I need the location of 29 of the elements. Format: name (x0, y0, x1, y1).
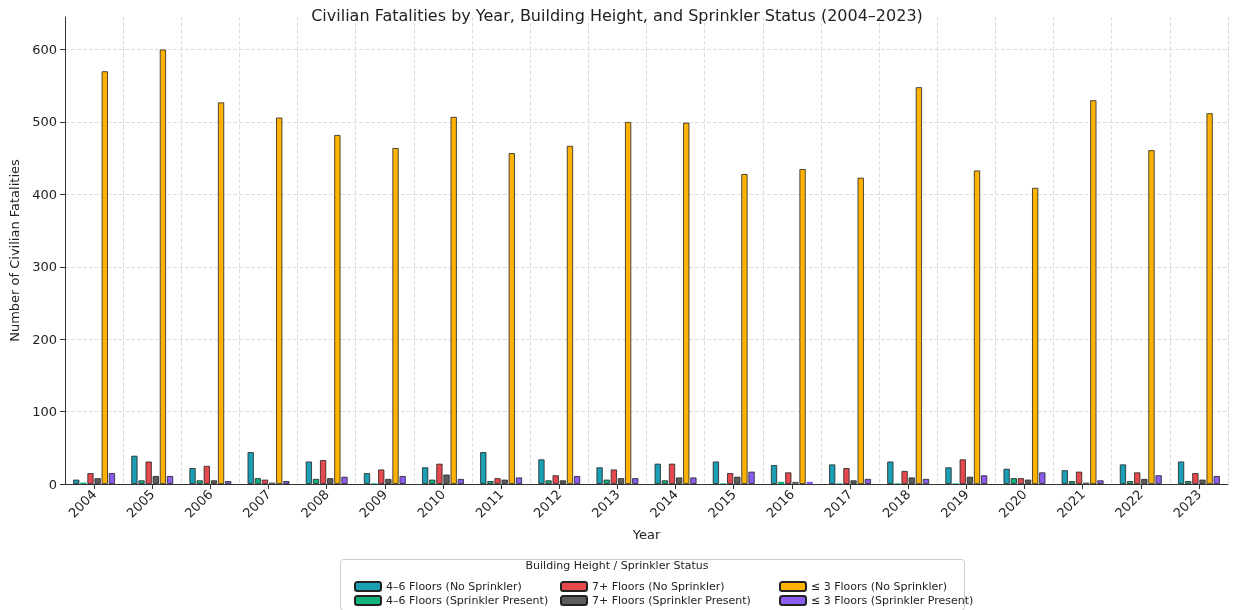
legend-label: ≤ 3 Floors (No Sprinkler) (811, 580, 948, 593)
legend-label: 4–6 Floors (Sprinkler Present) (386, 594, 549, 607)
y-tick-label: 300 (32, 259, 57, 275)
y-tick-label: 0 (48, 476, 57, 492)
chart-title: Civilian Fatalities by Year, Building Height, and Sprinkler Status (2004–2023) (311, 5, 923, 25)
legend-label: 7+ Floors (No Sprinkler) (592, 580, 725, 593)
y-tick-label: 500 (32, 114, 57, 130)
bar (806, 481, 813, 484)
bar (785, 472, 792, 484)
bar (778, 481, 785, 484)
bar (712, 461, 719, 484)
legend-label: 7+ Floors (Sprinkler Present) (592, 594, 751, 607)
bar (945, 467, 952, 484)
x-axis-title: Year (631, 527, 661, 542)
y-tick-label: 100 (32, 404, 57, 420)
bar (829, 464, 836, 484)
bar (887, 461, 894, 484)
bar (792, 481, 799, 484)
legend-title: Building Height / Sprinkler Status (525, 559, 709, 572)
legend-label: ≤ 3 Floors (Sprinkler Present) (811, 594, 974, 607)
y-tick-label: 200 (32, 331, 57, 347)
bar (363, 473, 371, 484)
bar (73, 479, 80, 484)
y-tick-label: 600 (32, 42, 57, 58)
bar (799, 169, 806, 484)
legend-label: 4–6 Floors (No Sprinkler) (386, 580, 522, 593)
bar (770, 465, 778, 484)
y-axis-title: Number of Civilian Fatalities (7, 158, 22, 342)
y-tick-label: 400 (32, 186, 57, 202)
